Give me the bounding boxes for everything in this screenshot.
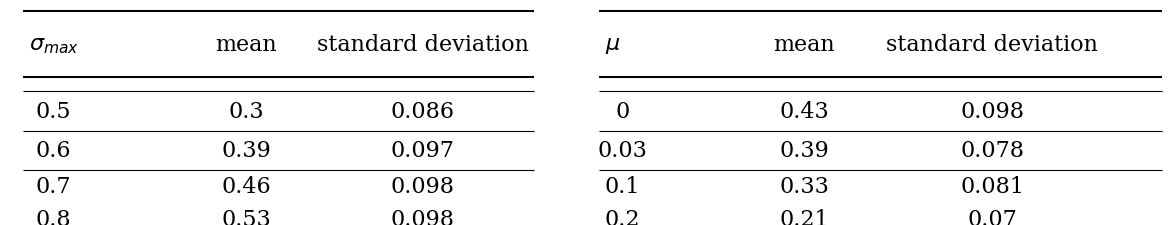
Text: standard deviation: standard deviation [317,34,528,56]
Text: 0.1: 0.1 [605,176,640,198]
Text: 0.21: 0.21 [780,209,829,225]
Text: 0.098: 0.098 [391,176,454,198]
Text: 0.07: 0.07 [967,209,1017,225]
Text: 0.3: 0.3 [229,101,264,124]
Text: 0.46: 0.46 [222,176,271,198]
Text: mean: mean [216,34,277,56]
Text: 0.39: 0.39 [222,140,271,162]
Text: 0.078: 0.078 [960,140,1024,162]
Text: 0.39: 0.39 [780,140,829,162]
Text: 0.33: 0.33 [780,176,829,198]
Text: 0.43: 0.43 [780,101,829,124]
Text: 0.2: 0.2 [605,209,640,225]
Text: 0: 0 [615,101,629,124]
Text: mean: mean [774,34,835,56]
Text: 0.081: 0.081 [960,176,1024,198]
Text: $\sigma_{max}$: $\sigma_{max}$ [29,34,80,56]
Text: 0.7: 0.7 [35,176,70,198]
Text: 0.097: 0.097 [391,140,454,162]
Text: $\mu$: $\mu$ [605,34,620,56]
Text: standard deviation: standard deviation [886,34,1098,56]
Text: 0.5: 0.5 [35,101,70,124]
Text: 0.03: 0.03 [598,140,647,162]
Text: 0.8: 0.8 [35,209,70,225]
Text: 0.098: 0.098 [391,209,454,225]
Text: 0.6: 0.6 [35,140,70,162]
Text: 0.098: 0.098 [960,101,1024,124]
Text: 0.53: 0.53 [222,209,271,225]
Text: 0.086: 0.086 [391,101,454,124]
